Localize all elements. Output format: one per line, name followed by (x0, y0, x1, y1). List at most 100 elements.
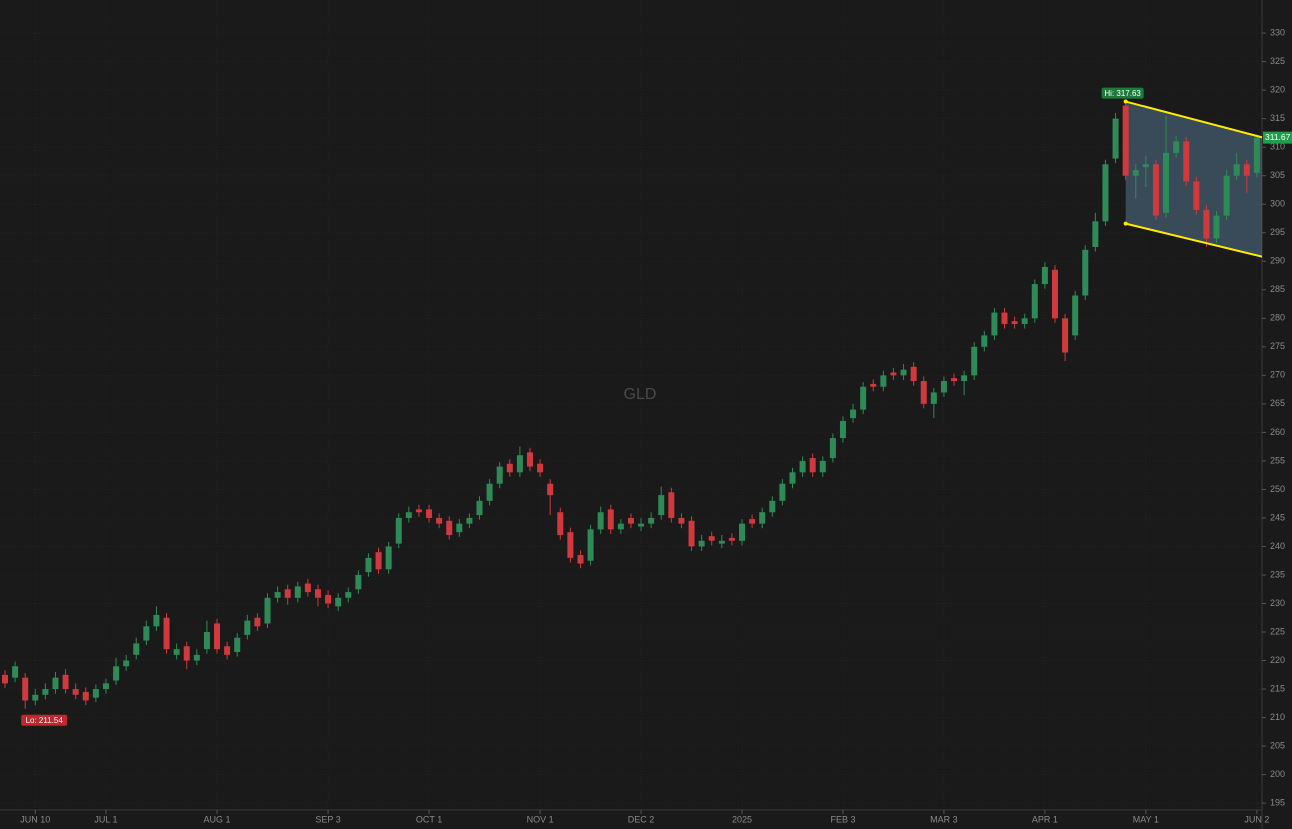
candle-body (1173, 141, 1180, 153)
candle-body (254, 617, 261, 627)
candle-body (930, 392, 937, 404)
candle-body (516, 455, 523, 473)
candle-body (718, 540, 725, 544)
candle-body (638, 523, 645, 527)
candle-body (900, 369, 907, 376)
candle-body (991, 312, 998, 336)
y-tick-label: 275 (1270, 341, 1285, 351)
candle-body (62, 674, 69, 690)
x-tick-label: JUN 10 (20, 814, 50, 824)
candle-body (143, 626, 150, 641)
candle-body (193, 654, 200, 661)
candle-body (537, 463, 544, 473)
candle-body (971, 346, 978, 376)
candle-body (395, 517, 402, 544)
y-tick-label: 255 (1270, 455, 1285, 465)
candle-body (436, 517, 443, 524)
candle-body (426, 509, 433, 518)
candle-body (335, 597, 342, 607)
y-tick-label: 230 (1270, 598, 1285, 608)
candle-body (910, 366, 917, 382)
candle-body (728, 537, 735, 541)
y-tick-label: 270 (1270, 370, 1285, 380)
candle-body (890, 372, 897, 376)
candle-body (1011, 321, 1018, 324)
candle-body (1122, 105, 1129, 176)
candle-body (577, 555, 584, 564)
candle-body (951, 378, 958, 382)
candle-body (284, 589, 291, 598)
candle-body (1082, 249, 1089, 296)
candle-body (385, 546, 392, 570)
y-tick-label: 330 (1270, 27, 1285, 37)
candle-body (203, 632, 210, 650)
y-tick-label: 240 (1270, 541, 1285, 551)
candle-body (769, 500, 776, 513)
candle-body (32, 694, 39, 701)
hi-label-box (1101, 87, 1144, 99)
candle-body (617, 523, 624, 530)
y-tick-label: 235 (1270, 569, 1285, 579)
candle-body (274, 592, 281, 598)
x-tick-label: OCT 1 (416, 814, 442, 824)
x-tick-label: AUG 1 (204, 814, 231, 824)
x-tick-label: FEB 3 (830, 814, 855, 824)
candle-body (981, 335, 988, 347)
y-tick-label: 200 (1270, 769, 1285, 779)
candle-body (698, 540, 705, 547)
watermark: GLD (624, 386, 657, 403)
channel-lower (1125, 222, 1262, 258)
x-tick-label: JUL 1 (94, 814, 117, 824)
candle-body (597, 512, 604, 530)
hi-label: Hi: 317.63 (1104, 89, 1141, 98)
y-tick-label: 320 (1270, 85, 1285, 95)
last-price-label: 311.67 (1265, 132, 1291, 142)
candle-body (123, 660, 130, 667)
x-tick-label: APR 1 (1032, 814, 1058, 824)
y-tick-label: 305 (1270, 170, 1285, 180)
candle-body (739, 523, 746, 541)
candle-body (456, 523, 463, 533)
candle-body (244, 620, 251, 635)
candle-body (355, 574, 362, 590)
candle-body (860, 386, 867, 410)
candle-body (365, 557, 372, 573)
candle-body (557, 512, 564, 536)
y-tick-label: 210 (1270, 712, 1285, 722)
candle-body (72, 689, 79, 695)
candle-body (153, 614, 160, 627)
candle-body (486, 483, 493, 501)
x-tick-label: SEP 3 (315, 814, 340, 824)
candle-body (1163, 152, 1170, 213)
plot (2, 99, 1262, 709)
candle-body (759, 512, 766, 524)
y-tick-label: 205 (1270, 740, 1285, 750)
candle-body (648, 517, 655, 524)
candle-body (92, 689, 99, 698)
candle-body (102, 683, 109, 690)
candle-body (405, 512, 412, 518)
candle-body (839, 420, 846, 439)
y-tick-label: 285 (1270, 284, 1285, 294)
candle-body (2, 674, 8, 684)
candle-body (133, 643, 140, 655)
candle-body (1001, 312, 1008, 324)
candle-body (547, 483, 554, 496)
x-tick-label: 2025 (732, 814, 752, 824)
candle-body (224, 646, 231, 655)
candle-body (1142, 164, 1149, 168)
candle-body (789, 472, 796, 484)
candle-body (82, 691, 89, 701)
candle-body (658, 495, 665, 516)
y-tick-label: 310 (1270, 142, 1285, 152)
candle-body (415, 509, 422, 513)
candle-body (1203, 209, 1210, 239)
candle-body (809, 458, 816, 473)
candle-body (961, 375, 968, 382)
candle-body (920, 381, 927, 404)
candle-body (779, 483, 786, 501)
candle-body (1092, 221, 1099, 247)
candle-body (1152, 164, 1159, 216)
